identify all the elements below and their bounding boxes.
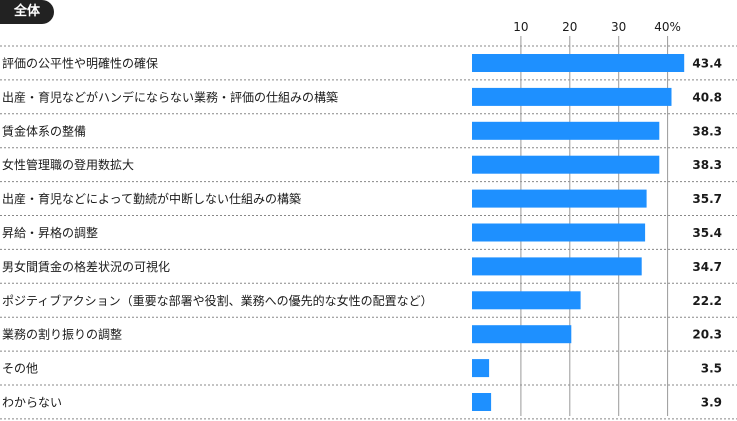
bar [472, 155, 660, 174]
x-tick-label: 20 [562, 20, 577, 34]
value-label: 35.7 [692, 192, 722, 206]
bar [472, 121, 660, 140]
bar [472, 257, 642, 276]
panel-badge: 全体 [0, 0, 54, 24]
bar [472, 87, 672, 106]
x-tick-label: 10 [513, 20, 528, 34]
value-label: 34.7 [692, 260, 722, 274]
category-label: 昇給・昇格の調整 [2, 225, 98, 240]
category-label: 女性管理職の登用数拡大 [2, 157, 134, 172]
value-label: 43.4 [692, 57, 722, 71]
bar [472, 223, 646, 242]
category-label: わからない [2, 396, 62, 410]
category-label: その他 [2, 362, 38, 376]
x-tick-label: 40% [654, 20, 681, 34]
bar [472, 325, 572, 344]
value-label: 40.8 [692, 90, 722, 104]
bar [472, 393, 492, 411]
category-label: 出産・育児などによって勤続が中断しない仕組みの構築 [2, 191, 301, 206]
bar [472, 54, 685, 72]
x-tick-label: 30 [611, 20, 626, 34]
category-label: 業務の割り振りの調整 [2, 327, 122, 342]
category-label: 賃金体系の整備 [2, 123, 86, 138]
bar [472, 359, 490, 378]
value-label: 38.3 [692, 124, 722, 138]
bar [472, 291, 581, 310]
value-label: 3.5 [701, 362, 722, 376]
value-label: 38.3 [692, 158, 722, 172]
bar [472, 189, 647, 208]
value-label: 22.2 [692, 294, 722, 308]
value-label: 3.9 [701, 396, 722, 410]
value-label: 20.3 [692, 328, 722, 342]
category-label: 評価の公平性や明確性の確保 [2, 56, 158, 71]
category-label: 出産・育児などがハンデにならない業務・評価の仕組みの構築 [2, 89, 338, 104]
category-label: 男女間賃金の格差状況の可視化 [2, 259, 170, 274]
category-label: ポジティブアクション（重要な部署や役割、業務への優先的な女性の配置など） [2, 293, 433, 308]
value-label: 35.4 [692, 226, 722, 240]
